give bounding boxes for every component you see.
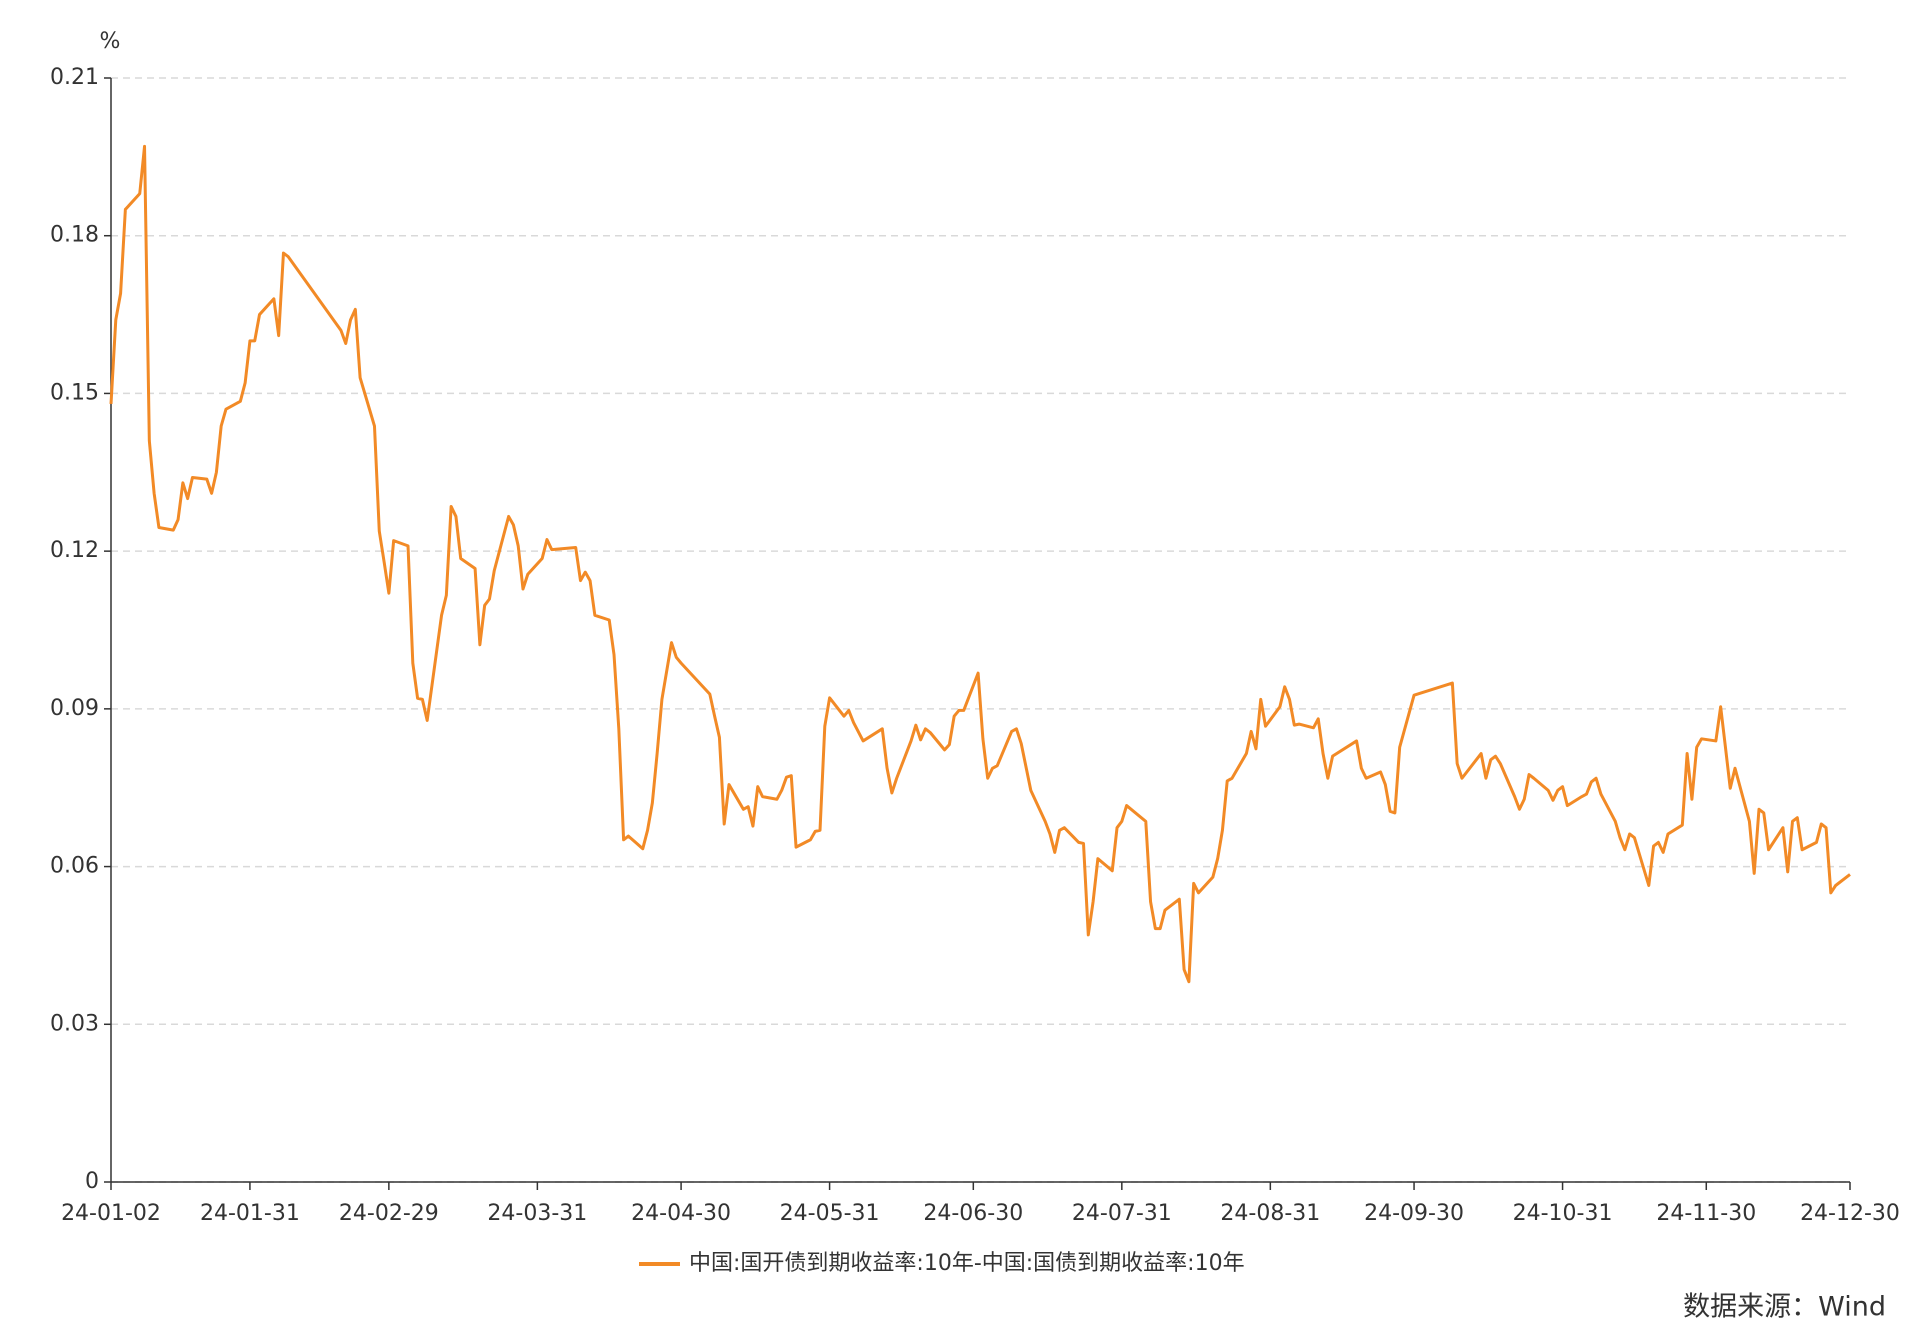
x-tick-label: 24-08-31 (1220, 1201, 1320, 1226)
x-tick-label: 24-12-30 (1800, 1201, 1900, 1226)
x-tick-label: 24-09-30 (1364, 1201, 1464, 1226)
y-tick-label: 0.03 (50, 1011, 99, 1036)
y-tick-label: 0 (85, 1169, 99, 1194)
series-line (109, 144, 1851, 984)
source-note: 数据来源：Wind (1683, 1292, 1886, 1323)
x-tick-label: 24-03-31 (487, 1201, 587, 1226)
y-axis-unit: % (100, 29, 121, 54)
x-tick-label: 24-10-31 (1513, 1201, 1613, 1226)
y-tick-label: 0.18 (50, 223, 99, 248)
y-tick-label: 0.06 (50, 854, 99, 879)
y-tick-label: 0.15 (50, 380, 99, 405)
x-tick-label: 24-02-29 (339, 1201, 439, 1226)
x-tick-label: 24-01-31 (200, 1201, 300, 1226)
x-tick-label: 24-04-30 (631, 1201, 731, 1226)
y-tick-label: 0.12 (50, 538, 99, 563)
x-tick-label: 24-11-30 (1656, 1201, 1756, 1226)
legend-label: 中国:国开债到期收益率:10年-中国:国债到期收益率:10年 (689, 1251, 1245, 1276)
x-tick-label: 24-05-31 (780, 1201, 880, 1226)
y-tick-label: 0.21 (50, 65, 99, 90)
y-tick-label: 0.09 (50, 696, 99, 721)
x-tick-label: 24-06-30 (923, 1201, 1023, 1226)
x-tick-label: 24-01-02 (61, 1201, 161, 1226)
x-tick-label: 24-07-31 (1072, 1201, 1172, 1226)
